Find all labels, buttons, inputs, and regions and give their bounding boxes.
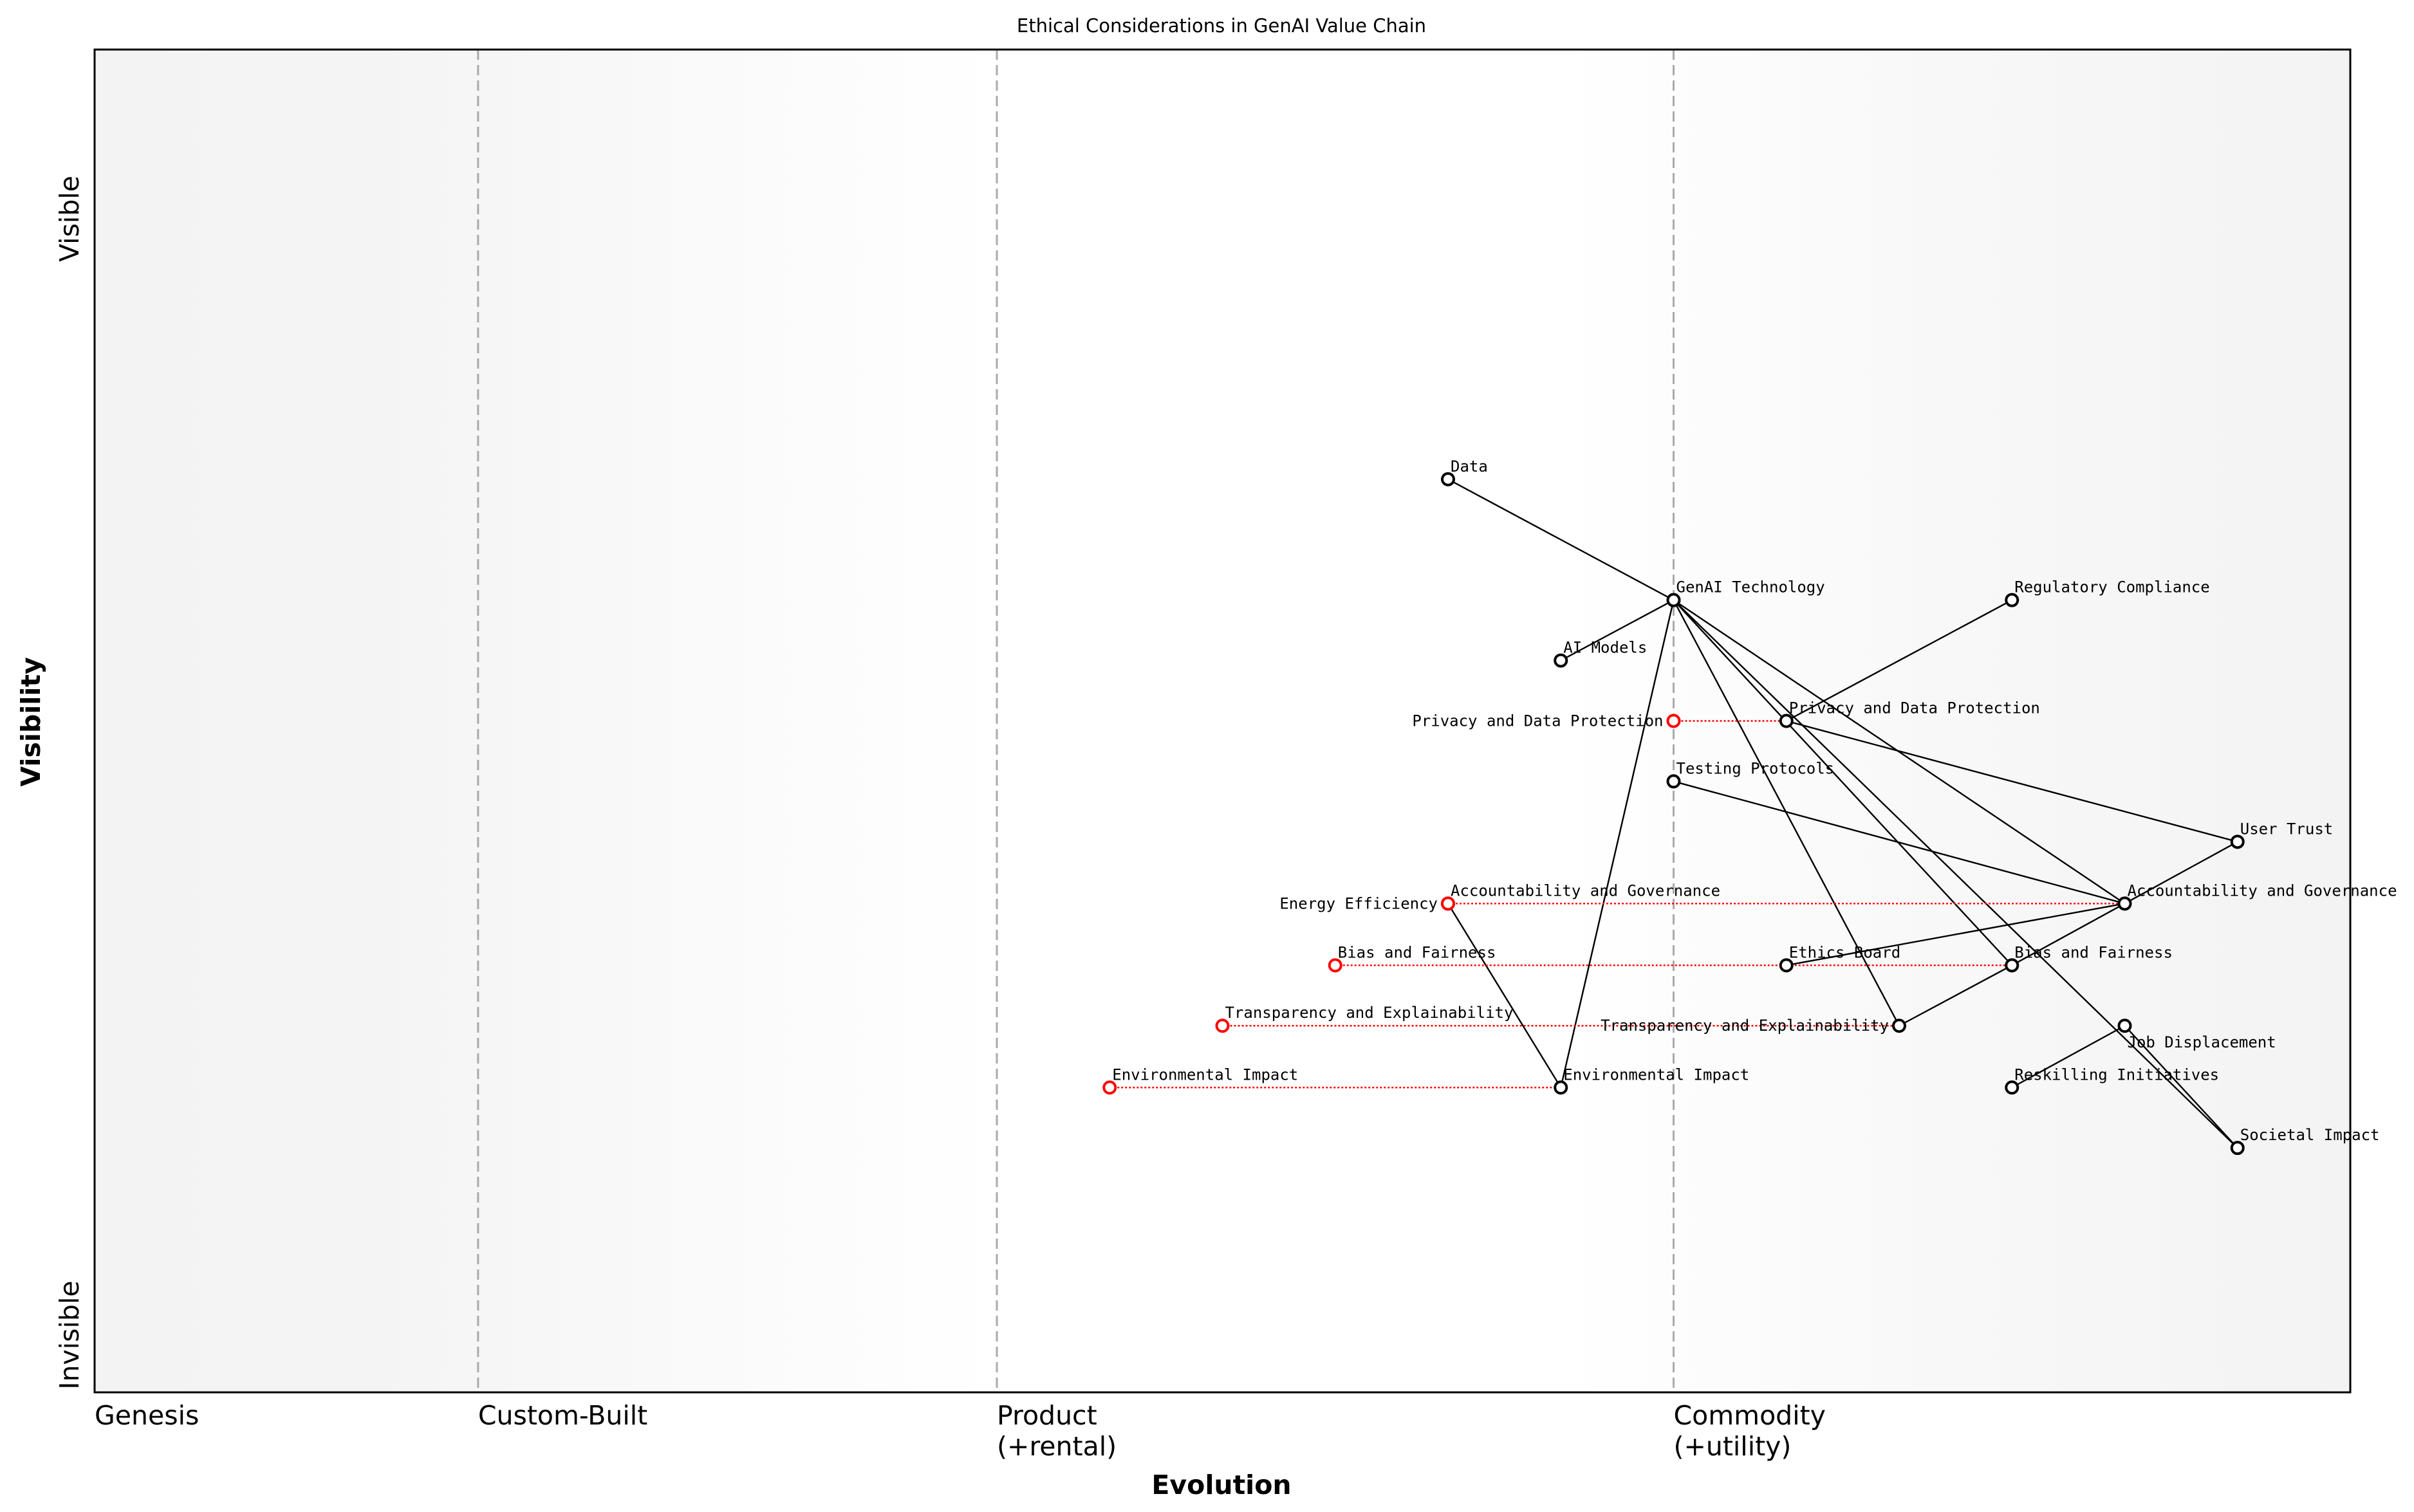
component-node	[1779, 714, 1794, 728]
component-label: Reskilling Initiatives	[2014, 1065, 2219, 1083]
component-label: GenAI Technology	[1676, 578, 1825, 596]
plot-background	[95, 50, 2350, 1392]
evolution-label: Accountability and Governance	[1451, 881, 1720, 899]
dependency-link	[1673, 599, 2238, 1149]
component-label: Environmental Impact	[1563, 1065, 1749, 1083]
evolution-origin-node	[1666, 714, 1681, 728]
y-axis-label: Visibility	[15, 657, 46, 786]
dependency-link	[1673, 600, 1900, 1026]
x-axis-label: Evolution	[1151, 1470, 1291, 1500]
dependency-link	[1899, 964, 2012, 1027]
dependency-link	[2124, 841, 2238, 905]
component-label: Accountability and Governance	[2128, 881, 2397, 899]
component-node	[2005, 593, 2019, 607]
component-node	[2117, 1019, 2132, 1033]
component-label: Transparency and Explainability	[1601, 1017, 1889, 1035]
component-label: Ethics Board	[1789, 943, 1900, 961]
dependency-link	[1673, 780, 2125, 905]
evolution-origin-node	[1102, 1080, 1117, 1095]
stage-label: Genesis	[95, 1400, 199, 1431]
component-label: Privacy and Data Protection	[1789, 699, 2040, 717]
component-node	[1441, 472, 1455, 486]
component-label: Societal Impact	[2240, 1126, 2380, 1144]
plot-frame	[93, 48, 2352, 1394]
component-label: Energy Efficiency	[1279, 894, 1438, 912]
dependency-link	[1447, 478, 1675, 601]
evolution-label: Transparency and Explainability	[1225, 1004, 1514, 1022]
component-node	[2230, 1141, 2245, 1156]
dependency-link	[1560, 599, 1675, 661]
evolution-label: Privacy and Data Protection	[1412, 712, 1663, 730]
component-label: Data	[1451, 457, 1488, 475]
stage-sublabel: (+rental)	[997, 1431, 1117, 1462]
component-label: Bias and Fairness	[2014, 943, 2173, 961]
component-node	[2230, 834, 2245, 849]
chart-title: Ethical Considerations in GenAI Value Ch…	[1017, 15, 1426, 37]
stage-label: Commodity	[1674, 1400, 1826, 1431]
dependency-link	[2011, 903, 2126, 966]
component-node	[1892, 1019, 1906, 1033]
component-node	[2117, 896, 2132, 911]
component-node	[1666, 593, 1681, 607]
dependency-link	[1447, 903, 1562, 1088]
component-node	[2005, 1080, 2019, 1095]
dependency-link	[2124, 1025, 2238, 1148]
stage-sublabel: (+utility)	[1674, 1431, 1792, 1462]
dependency-link	[1786, 720, 2238, 843]
component-node	[1554, 653, 1568, 668]
evolution-origin-node	[1328, 958, 1342, 973]
component-label: User Trust	[2240, 820, 2334, 838]
dependency-link	[1673, 599, 2013, 966]
y-tick-label: Invisible	[54, 1280, 85, 1389]
evolution-label: Environmental Impact	[1112, 1065, 1298, 1083]
component-node	[2005, 958, 2019, 973]
dependency-link	[1786, 599, 2012, 722]
component-node	[1779, 958, 1794, 973]
component-label: Job Displacement	[2128, 1033, 2276, 1051]
component-label: AI Models	[1563, 639, 1647, 657]
evolution-origin-node	[1441, 896, 1455, 911]
component-label: Testing Protocols	[1676, 759, 1835, 777]
dependency-link	[1786, 903, 2125, 966]
y-tick-label: Visible	[54, 176, 85, 262]
dependency-link	[1560, 600, 1675, 1088]
evolution-origin-node	[1215, 1019, 1230, 1033]
evolution-label: Bias and Fairness	[1338, 943, 1496, 961]
dependency-link	[2011, 1025, 2126, 1089]
component-label: Regulatory Compliance	[2014, 578, 2209, 596]
component-node	[1554, 1080, 1568, 1095]
stage-label: Product	[997, 1400, 1097, 1431]
component-node	[1666, 774, 1681, 789]
stage-label: Custom-Built	[478, 1400, 647, 1431]
